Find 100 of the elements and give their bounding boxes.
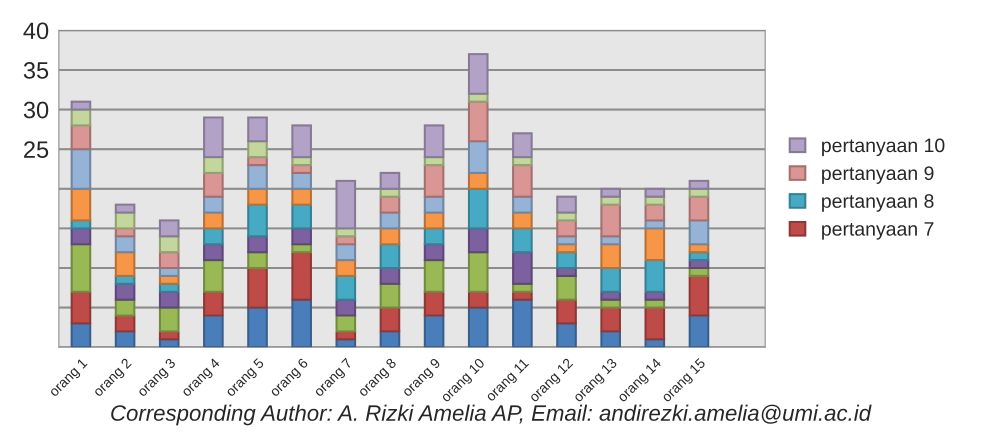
bar: [380, 266, 400, 285]
bar: [380, 212, 400, 230]
bar: [424, 124, 444, 158]
bar: [600, 243, 621, 270]
bar: [70, 124, 92, 150]
y-tick-label: 35: [24, 62, 48, 79]
bar: [70, 290, 92, 324]
bar: [600, 266, 621, 293]
bar: [556, 274, 577, 301]
bar: [600, 188, 621, 198]
bar: [335, 259, 356, 277]
bar: [380, 306, 400, 332]
legend-label: pertanyaan 9: [822, 166, 934, 184]
bar: [70, 108, 92, 126]
bar: [600, 306, 621, 332]
bar: [291, 298, 312, 348]
bar: [203, 212, 224, 230]
bar: [158, 251, 180, 270]
bar: [688, 180, 710, 190]
bar: [556, 298, 577, 324]
legend-label: pertanyaan 10: [822, 138, 944, 156]
bar: [335, 180, 356, 230]
bar: [203, 227, 224, 246]
bar: [203, 290, 224, 317]
bar: [688, 274, 710, 317]
bar: [203, 116, 224, 158]
bar: [70, 243, 92, 293]
bar: [688, 219, 710, 246]
bar: [644, 188, 666, 198]
text: Corresponding Author: A. Rizki Amelia AP, Email: andirezki.amelia@umi.ac.id: [111, 404, 872, 426]
legend-label: pertanyaan 7: [822, 222, 934, 240]
bar: [70, 322, 92, 348]
bar: [468, 251, 489, 293]
bar: [424, 259, 444, 293]
bar: [247, 266, 268, 309]
bar: [468, 100, 489, 142]
bar: [644, 204, 666, 222]
bar: [512, 251, 533, 285]
bar: [158, 306, 180, 332]
bar: [158, 219, 180, 238]
bar: [247, 306, 268, 348]
bar: [335, 314, 356, 332]
bar: [203, 259, 224, 293]
bar: [556, 322, 577, 348]
bar: [114, 298, 136, 317]
bar: [644, 306, 666, 340]
bar: [468, 227, 489, 254]
bar: [556, 251, 577, 270]
bar: [114, 204, 136, 214]
bar: [512, 212, 533, 230]
bar: [203, 156, 224, 174]
bar: [556, 196, 577, 214]
bar: [600, 204, 621, 238]
bar: [203, 314, 224, 348]
bar: [114, 314, 136, 332]
bar: [70, 148, 92, 190]
bar: [644, 227, 666, 262]
legend-label: pertanyaan 8: [822, 194, 934, 212]
bar: [247, 116, 268, 142]
bar: [335, 298, 356, 317]
bar: [380, 227, 400, 246]
bar: [512, 132, 533, 158]
bar: [644, 259, 666, 293]
bar: [335, 274, 356, 301]
bar: [688, 314, 710, 348]
y-tick-label: 40: [23, 22, 48, 40]
bar: [424, 164, 444, 198]
bar: [512, 227, 533, 254]
bar: [380, 243, 400, 270]
bar: [291, 251, 312, 301]
bar: [247, 251, 268, 270]
bar: [468, 140, 489, 174]
bar: [512, 164, 533, 198]
bar: [556, 219, 577, 238]
y-tick-label: 25: [24, 141, 48, 158]
bar: [468, 53, 489, 95]
bar: [688, 196, 710, 222]
bar: [291, 172, 312, 190]
bar: [70, 188, 92, 222]
bar: [512, 298, 533, 348]
bar: [468, 172, 489, 190]
bar: [424, 212, 444, 230]
bar: [380, 282, 400, 309]
bar: [380, 172, 400, 190]
bar: [291, 227, 312, 246]
y-tick-label: 30: [24, 102, 48, 118]
bar: [291, 204, 312, 230]
bar: [468, 306, 489, 348]
bar: [291, 124, 312, 158]
bar: [424, 227, 444, 246]
bar: [247, 164, 268, 190]
bar: [424, 290, 444, 317]
bar: [468, 188, 489, 230]
bar: [203, 172, 224, 198]
bar: [424, 314, 444, 348]
bar: [247, 204, 268, 238]
bar: [114, 212, 136, 230]
bar: [114, 251, 136, 277]
bar: [70, 100, 92, 111]
bar: [70, 227, 92, 246]
